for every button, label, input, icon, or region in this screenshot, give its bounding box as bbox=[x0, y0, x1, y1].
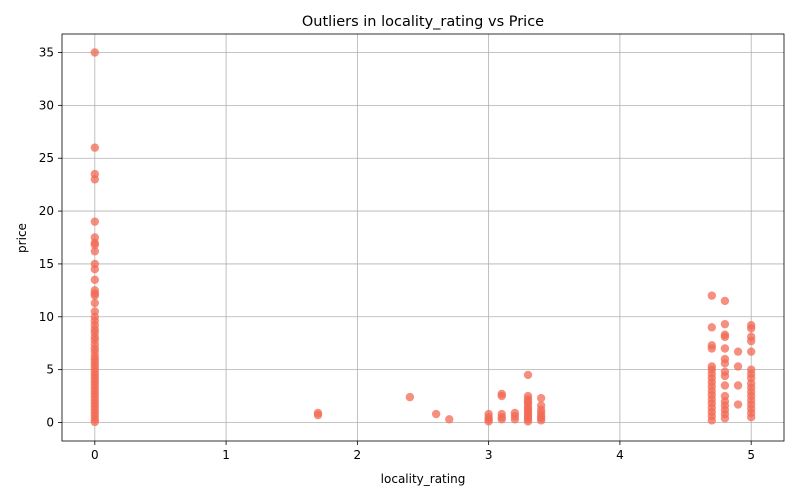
scatter-point bbox=[720, 296, 730, 306]
scatter-point bbox=[707, 291, 716, 300]
x-axis-ticks: 0 1 2 3 4 5 bbox=[91, 441, 755, 462]
scatter-point bbox=[720, 332, 730, 342]
scatter-point bbox=[707, 416, 716, 425]
scatter-point bbox=[746, 413, 756, 422]
scatter-point bbox=[445, 415, 454, 424]
y-tick-label: 5 bbox=[46, 363, 54, 377]
grid bbox=[62, 34, 784, 441]
scatter-point bbox=[510, 415, 520, 424]
x-tick-label: 1 bbox=[222, 448, 230, 462]
scatter-point bbox=[536, 416, 546, 425]
scatter-point bbox=[484, 417, 493, 426]
scatter-point bbox=[523, 417, 533, 426]
scatter-point bbox=[720, 414, 730, 423]
scatter-point bbox=[90, 48, 100, 57]
scatter-point bbox=[746, 324, 756, 333]
y-axis-label: price bbox=[15, 223, 29, 253]
y-tick-label: 20 bbox=[39, 204, 54, 218]
scatter-point bbox=[90, 247, 100, 256]
scatter-point bbox=[497, 391, 506, 401]
scatter-point bbox=[90, 217, 100, 226]
scatter-point bbox=[90, 291, 100, 300]
scatter-point bbox=[720, 381, 730, 390]
y-tick-label: 30 bbox=[39, 98, 54, 112]
scatter-point bbox=[720, 371, 730, 381]
scatter-point bbox=[707, 323, 716, 332]
scatter-point bbox=[90, 417, 100, 427]
y-tick-label: 0 bbox=[46, 416, 54, 430]
scatter-point bbox=[733, 400, 743, 409]
scatter-point bbox=[536, 393, 546, 403]
y-axis-ticks: 0 5 10 15 20 25 30 35 bbox=[39, 46, 62, 430]
scatter-point bbox=[746, 336, 756, 346]
scatter-point bbox=[90, 275, 100, 284]
x-tick-label: 3 bbox=[485, 448, 493, 462]
y-tick-label: 25 bbox=[39, 151, 54, 165]
scatter-point bbox=[497, 415, 506, 424]
scatter-point bbox=[90, 265, 100, 274]
scatter-point bbox=[746, 347, 756, 356]
scatter-point bbox=[733, 362, 743, 371]
chart-title: Outliers in locality_rating vs Price bbox=[302, 14, 544, 30]
scatter-point bbox=[405, 392, 415, 402]
scatter-point bbox=[90, 298, 100, 308]
scatter-point bbox=[720, 344, 730, 353]
y-tick-label: 15 bbox=[39, 257, 54, 271]
x-tick-label: 5 bbox=[747, 448, 755, 462]
scatter-point bbox=[720, 359, 730, 368]
plot-frame bbox=[61, 33, 785, 442]
y-tick-label: 35 bbox=[39, 46, 54, 60]
scatter-points bbox=[90, 48, 756, 427]
scatter-point bbox=[523, 370, 533, 380]
scatter-point bbox=[90, 240, 100, 250]
scatter-point bbox=[313, 410, 323, 420]
x-tick-label: 0 bbox=[91, 448, 99, 462]
x-tick-label: 2 bbox=[354, 448, 362, 462]
scatter-point bbox=[90, 143, 100, 152]
x-axis-label: locality_rating bbox=[381, 472, 466, 486]
scatter-point bbox=[431, 409, 441, 419]
scatter-point bbox=[733, 347, 743, 356]
scatter-point bbox=[707, 344, 716, 353]
x-tick-label: 4 bbox=[616, 448, 624, 462]
scatter-point bbox=[720, 319, 730, 329]
scatter-point bbox=[90, 175, 100, 184]
scatter-point bbox=[733, 381, 743, 390]
y-tick-label: 10 bbox=[39, 310, 54, 324]
